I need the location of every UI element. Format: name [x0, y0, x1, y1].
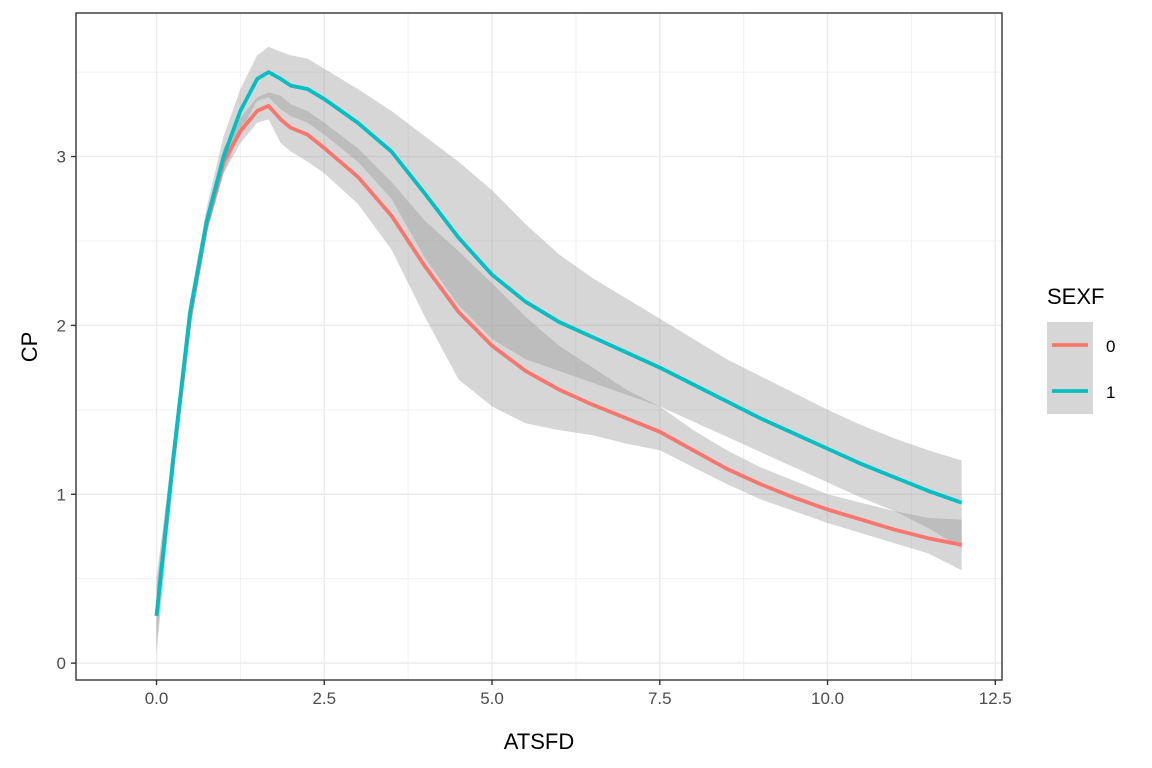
series-line-0: [154, 104, 963, 617]
x-tick-label: 0.0: [145, 689, 169, 708]
y-tick-label: 3: [57, 148, 66, 167]
confidence-band-1: [156, 46, 962, 643]
minor-gridlines: [76, 13, 1002, 680]
panel-background: [76, 13, 1002, 680]
axis-ticks: [71, 155, 996, 685]
legend-keys: 01: [1047, 322, 1115, 414]
legend-label-1: 1: [1106, 383, 1115, 402]
x-tick-label: 7.5: [648, 689, 672, 708]
confidence-bands: [156, 46, 962, 655]
legend-label-0: 0: [1106, 337, 1115, 356]
x-tick-label: 12.5: [979, 689, 1012, 708]
x-tick-label: 2.5: [312, 689, 336, 708]
x-axis-title: ATSFD: [504, 729, 574, 754]
x-tick-label: 10.0: [811, 689, 844, 708]
y-tick-label: 0: [57, 654, 66, 673]
x-axis-tick-labels: 0.0 2.5 5.0 7.5 10.0 12.5: [145, 689, 1012, 708]
legend-title: SEXF: [1047, 284, 1104, 309]
y-tick-label: 2: [57, 316, 66, 335]
panel-border: [75, 12, 1003, 681]
y-tick-label: 1: [57, 485, 66, 504]
plot-panel: [76, 13, 1002, 680]
y-axis-title: CP: [17, 332, 42, 363]
x-tick-label: 5.0: [480, 689, 504, 708]
series-line-1: [154, 70, 963, 617]
plot-border: [75, 12, 1003, 681]
legend: SEXF 01: [1047, 284, 1115, 414]
major-gridlines: [76, 13, 1002, 680]
y-axis-tick-labels: 0 1 2 3: [57, 148, 66, 674]
confidence-band-0: [156, 92, 962, 655]
series-lines: [154, 70, 963, 617]
